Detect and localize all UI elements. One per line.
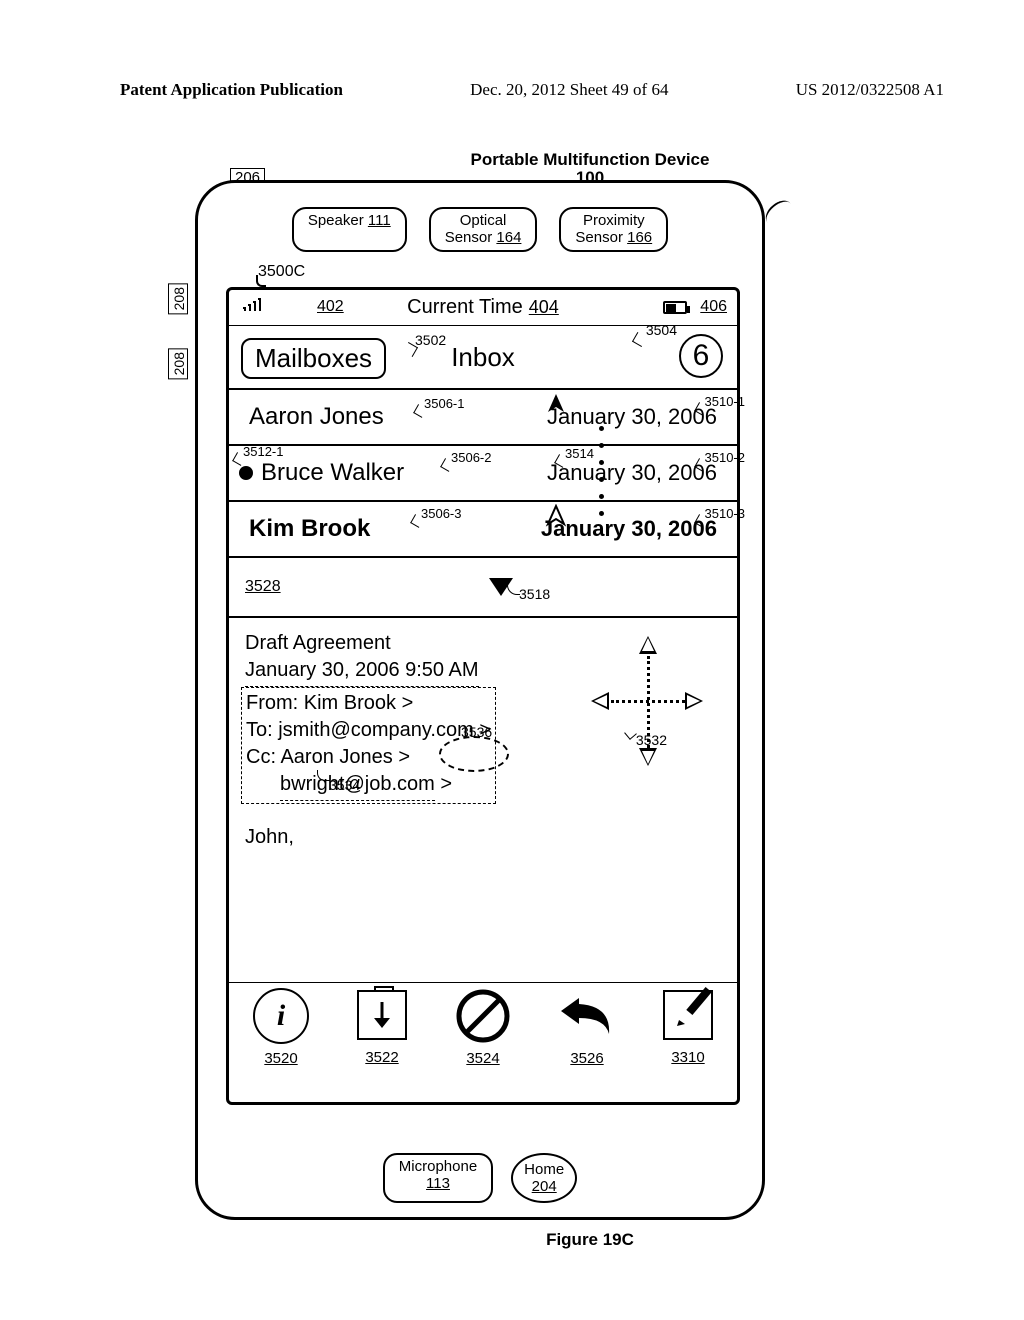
- device-title: Portable Multifunction Device: [275, 150, 905, 170]
- cc-line-2[interactable]: bwright@job.com >: [246, 771, 491, 801]
- body-greeting: John,: [245, 824, 721, 851]
- ref-3506-1: 3506-1: [424, 396, 464, 411]
- ref-3510-2: 3510-2: [705, 450, 745, 465]
- proximity-sensor-label: ProximitySensor 166: [559, 207, 668, 252]
- reply-button[interactable]: 3526: [559, 988, 615, 1067]
- ref-3520: 3520: [264, 1050, 297, 1067]
- speaker-label: Speaker 111: [292, 207, 407, 252]
- reply-icon: [559, 996, 615, 1036]
- ref-406: 406: [700, 298, 727, 316]
- arrow-down-icon: [639, 748, 657, 766]
- download-button[interactable]: 3522: [357, 990, 407, 1066]
- motion-dots: [599, 426, 604, 516]
- ref-3512-1: 3512-1: [243, 444, 283, 459]
- sender-name: Kim Brook: [249, 515, 370, 543]
- pub-label: Patent Application Publication: [120, 80, 343, 100]
- mailboxes-button[interactable]: Mailboxes: [241, 338, 386, 379]
- pub-number: US 2012/0322508 A1: [796, 80, 944, 100]
- ref-3524: 3524: [466, 1050, 499, 1067]
- cursor-down-icon: [544, 504, 568, 528]
- status-bar: 402 Current Time 404 406: [229, 290, 737, 326]
- sender-name: Aaron Jones: [249, 403, 384, 431]
- device-outline: Speaker 111 OpticalSensor 164 ProximityS…: [195, 180, 765, 1220]
- sheet-label: Dec. 20, 2012 Sheet 49 of 64: [470, 80, 668, 100]
- ref-3534: 3534: [329, 776, 360, 795]
- microphone-label: Microphone113: [383, 1153, 493, 1204]
- mail-row-3[interactable]: Kim Brook 3506-3 January 30, 2006 3510-3: [229, 502, 737, 558]
- figure: Portable Multifunction Device 100 206 Sp…: [155, 150, 905, 188]
- mail-row-1[interactable]: Aaron Jones 3506-1 January 30, 2006 3510…: [229, 390, 737, 446]
- info-icon: i: [277, 999, 285, 1033]
- signal-icon: [243, 298, 261, 311]
- leader-line: [761, 196, 797, 231]
- ref-3528: 3528: [245, 578, 281, 596]
- ref-3510-3: 3510-3: [705, 506, 745, 521]
- ref-3526: 3526: [570, 1050, 603, 1067]
- sensors-row: Speaker 111 OpticalSensor 164 ProximityS…: [198, 207, 762, 252]
- ref-3510-1: 3510-1: [705, 394, 745, 409]
- ref-3506-2: 3506-2: [451, 450, 491, 465]
- battery-icon: [663, 301, 687, 314]
- unread-badge: 6: [679, 334, 723, 378]
- arrow-left-icon: [591, 692, 609, 710]
- current-time-label: Current Time: [407, 296, 523, 319]
- ref-3514: 3514: [565, 446, 594, 461]
- screen: 402 Current Time 404 406 Mailboxes 3502 …: [226, 287, 740, 1105]
- ref-3518: 3518: [519, 586, 550, 602]
- optical-sensor-label: OpticalSensor 164: [429, 207, 538, 252]
- mail-date: January 30, 2006: [547, 404, 717, 430]
- home-button[interactable]: Home204: [511, 1153, 577, 1204]
- ref-3502: 3502: [415, 332, 446, 348]
- ref-3532: 3532: [636, 731, 667, 750]
- download-icon: [368, 1000, 396, 1030]
- unread-dot-icon: [239, 466, 253, 480]
- preview-body: Draft Agreement January 30, 2006 9:50 AM…: [229, 618, 737, 863]
- toolbar: i 3520 3522: [229, 982, 737, 1102]
- ref-3310: 3310: [671, 1049, 704, 1066]
- bottom-row: Microphone113 Home204: [198, 1153, 762, 1204]
- mail-row-2[interactable]: 3512-1 Bruce Walker 3506-2 3514 January …: [229, 446, 737, 502]
- block-icon: [455, 988, 511, 1044]
- ref-208a: 208: [168, 283, 188, 314]
- from-line[interactable]: From: Kim Brook >: [246, 690, 491, 717]
- ref-404: 404: [529, 297, 559, 318]
- cursor-up-icon: [544, 392, 568, 416]
- datetime-line: January 30, 2006 9:50 AM: [245, 657, 479, 687]
- figure-caption: Figure 19C: [275, 1230, 905, 1250]
- ref-3506-3: 3506-3: [421, 506, 461, 521]
- mail-date: January 30, 2006: [547, 460, 717, 486]
- ref-402: 402: [317, 298, 344, 316]
- sender-name: Bruce Walker: [261, 459, 404, 487]
- hook: [256, 275, 266, 287]
- compose-icon: [665, 984, 715, 1034]
- ref-3504: 3504: [646, 322, 677, 338]
- block-button[interactable]: 3524: [455, 988, 511, 1067]
- arrow-right-icon: [685, 692, 703, 710]
- ref-3522: 3522: [365, 1049, 398, 1066]
- ref-3536: 3536: [461, 723, 492, 742]
- inbox-title: Inbox: [451, 342, 515, 373]
- nav-bar: Mailboxes 3502 Inbox 6 3504: [229, 326, 737, 390]
- compose-button[interactable]: 3310: [663, 990, 713, 1066]
- ref-208b: 208: [168, 348, 188, 379]
- direction-pad: 3532: [587, 636, 707, 766]
- preview-header: 3528 3518: [229, 558, 737, 618]
- arrow-up-icon: [639, 636, 657, 654]
- info-button[interactable]: i 3520: [253, 988, 309, 1067]
- page-header: Patent Application Publication Dec. 20, …: [120, 80, 944, 100]
